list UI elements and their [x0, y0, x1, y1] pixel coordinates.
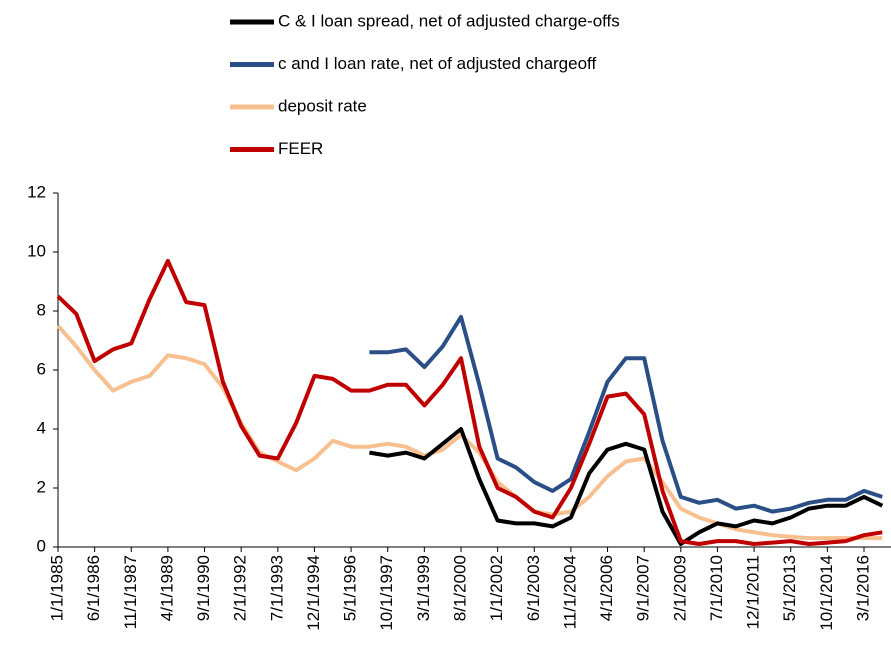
x-tick-label: 4/1/1989: [157, 555, 176, 621]
x-tick-label: 11/1/1987: [121, 555, 140, 629]
x-tick-label: 1/1/1985: [47, 555, 66, 621]
x-tick-label: 9/1/2007: [634, 555, 653, 621]
x-tick-label: 7/1/1993: [267, 555, 286, 621]
series-line: [56, 258, 883, 546]
x-tick-label: 3/1/2016: [853, 555, 872, 621]
x-tick-label: 12/1/2011: [744, 555, 763, 629]
y-tick-label: 8: [37, 300, 46, 319]
series-line: [56, 324, 883, 541]
x-tick-label: 2/1/2009: [670, 555, 689, 621]
x-tick-label: 9/1/1990: [194, 555, 213, 621]
x-tick-label: 2/1/1992: [231, 555, 250, 621]
x-tick-label: 1/1/2002: [487, 555, 506, 621]
legend-label: c and I loan rate, net of adjusted charg…: [278, 54, 596, 73]
x-tick-label: 7/1/2010: [707, 555, 726, 621]
y-tick-label: 4: [37, 418, 46, 437]
y-tick-label: 10: [27, 241, 46, 260]
x-tick-label: 5/1/1996: [341, 555, 360, 621]
x-tick-label: 5/1/2013: [780, 555, 799, 621]
legend-label: deposit rate: [278, 96, 367, 115]
series-line: [369, 314, 883, 514]
y-tick-label: 6: [37, 359, 46, 378]
y-tick-label: 2: [37, 477, 46, 496]
x-tick-label: 12/1/1994: [304, 555, 323, 631]
legend-label: FEER: [278, 139, 323, 158]
x-tick-label: 6/1/1986: [84, 555, 103, 621]
legend-label: C & I loan spread, net of adjusted charg…: [278, 11, 620, 30]
x-tick-label: 10/1/2014: [817, 555, 836, 631]
x-tick-label: 8/1/2000: [450, 555, 469, 621]
x-tick-label: 6/1/2003: [524, 555, 543, 621]
y-tick-label: 0: [37, 536, 46, 555]
x-tick-label: 4/1/2006: [597, 555, 616, 621]
x-tick-label: 3/1/1999: [414, 555, 433, 621]
x-tick-label: 11/1/2004: [560, 555, 579, 629]
y-tick-label: 12: [27, 182, 46, 201]
x-tick-label: 10/1/1997: [377, 555, 396, 631]
series-line: [369, 427, 884, 546]
